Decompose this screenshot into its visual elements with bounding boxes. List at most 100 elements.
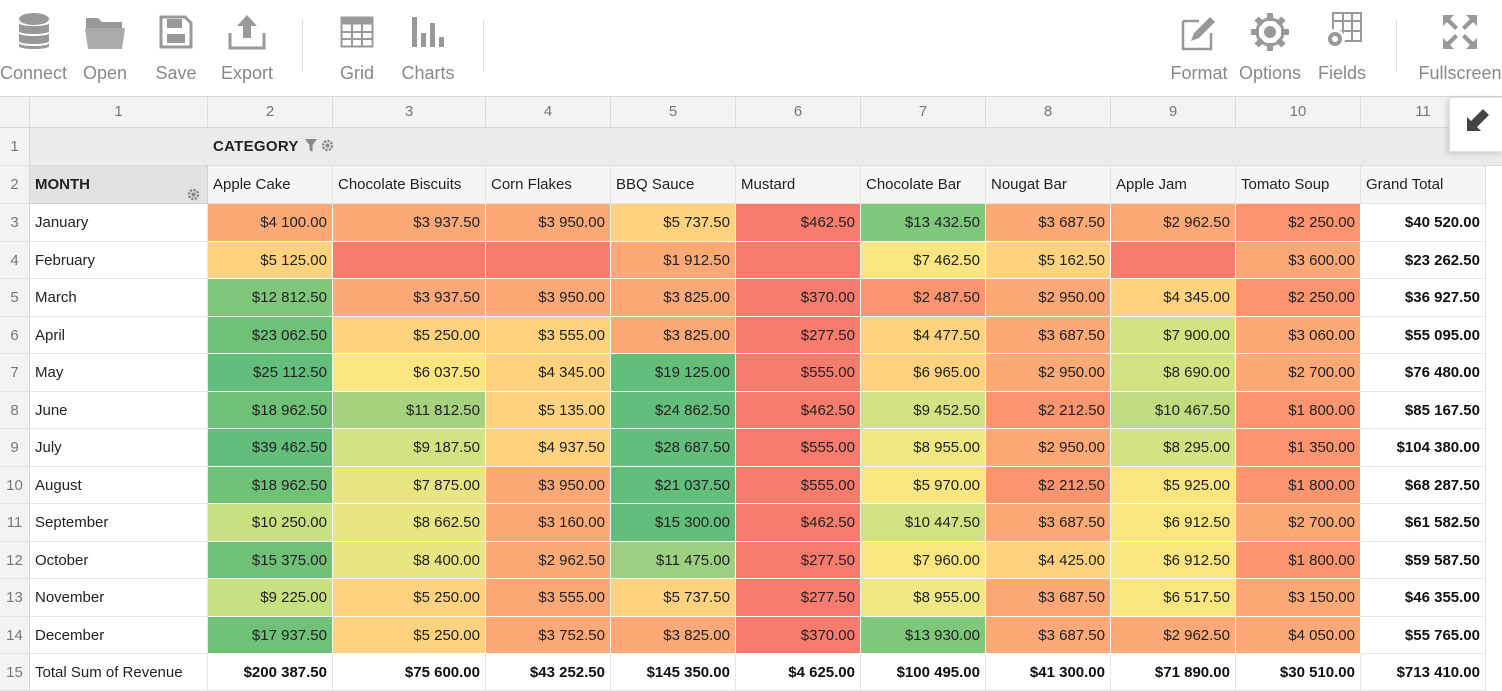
grand-total-cell[interactable]: $104 380.00 xyxy=(1361,429,1486,467)
data-cell[interactable]: $5 162.50 xyxy=(986,242,1111,279)
data-cell[interactable]: $277.50 xyxy=(736,579,861,617)
column-header[interactable]: Nougat Bar xyxy=(986,166,1111,204)
data-cell[interactable]: $3 687.50 xyxy=(986,617,1111,654)
fullscreen-button[interactable]: Fullscreen xyxy=(1418,0,1502,96)
data-cell[interactable]: $3 687.50 xyxy=(986,204,1111,242)
grand-total-cell[interactable]: $59 587.50 xyxy=(1361,542,1486,579)
data-cell[interactable]: $555.00 xyxy=(736,467,861,504)
column-header[interactable]: Tomato Soup xyxy=(1236,166,1361,204)
data-cell[interactable]: $5 737.50 xyxy=(611,579,736,617)
data-cell[interactable] xyxy=(1111,242,1236,279)
data-cell[interactable]: $3 825.00 xyxy=(611,317,736,354)
data-cell[interactable]: $4 425.00 xyxy=(986,542,1111,579)
data-cell[interactable]: $3 937.50 xyxy=(333,204,486,242)
collapse-panel-button[interactable] xyxy=(1449,97,1502,152)
data-cell[interactable]: $2 962.50 xyxy=(1111,204,1236,242)
data-cell[interactable]: $5 135.00 xyxy=(486,392,611,429)
data-cell[interactable]: $2 700.00 xyxy=(1236,354,1361,392)
data-cell[interactable]: $4 345.00 xyxy=(486,354,611,392)
data-cell[interactable]: $2 950.00 xyxy=(986,429,1111,467)
data-cell[interactable]: $4 050.00 xyxy=(1236,617,1361,654)
total-cell[interactable]: $200 387.50 xyxy=(208,654,333,691)
data-cell[interactable]: $2 212.50 xyxy=(986,467,1111,504)
data-cell[interactable]: $6 912.50 xyxy=(1111,542,1236,579)
data-cell[interactable] xyxy=(486,242,611,279)
data-cell[interactable]: $2 962.50 xyxy=(486,542,611,579)
filter-icon[interactable] xyxy=(304,129,317,167)
column-header[interactable]: Corn Flakes xyxy=(486,166,611,204)
data-cell[interactable]: $10 447.50 xyxy=(861,504,986,542)
grand-total-cell[interactable]: $40 520.00 xyxy=(1361,204,1486,242)
data-cell[interactable]: $5 250.00 xyxy=(333,617,486,654)
total-cell[interactable]: $4 625.00 xyxy=(736,654,861,691)
data-cell[interactable]: $6 037.50 xyxy=(333,354,486,392)
data-cell[interactable]: $12 812.50 xyxy=(208,279,333,317)
data-cell[interactable]: $3 752.50 xyxy=(486,617,611,654)
data-cell[interactable]: $39 462.50 xyxy=(208,429,333,467)
data-cell[interactable]: $370.00 xyxy=(736,617,861,654)
data-cell[interactable]: $1 800.00 xyxy=(1236,392,1361,429)
data-cell[interactable]: $462.50 xyxy=(736,204,861,242)
data-cell[interactable]: $4 345.00 xyxy=(1111,279,1236,317)
total-cell[interactable]: $41 300.00 xyxy=(986,654,1111,691)
gear-icon[interactable] xyxy=(321,129,334,167)
data-cell[interactable]: $28 687.50 xyxy=(611,429,736,467)
charts-button[interactable]: Charts xyxy=(398,0,458,96)
data-cell[interactable]: $4 100.00 xyxy=(208,204,333,242)
data-cell[interactable]: $3 150.00 xyxy=(1236,579,1361,617)
data-cell[interactable]: $13 432.50 xyxy=(861,204,986,242)
data-cell[interactable]: $3 825.00 xyxy=(611,279,736,317)
gear-icon[interactable] xyxy=(187,178,200,216)
data-cell[interactable]: $8 400.00 xyxy=(333,542,486,579)
data-cell[interactable]: $9 187.50 xyxy=(333,429,486,467)
data-cell[interactable]: $277.50 xyxy=(736,317,861,354)
data-cell[interactable]: $11 812.50 xyxy=(333,392,486,429)
total-cell[interactable]: $71 890.00 xyxy=(1111,654,1236,691)
data-cell[interactable]: $555.00 xyxy=(736,354,861,392)
data-cell[interactable]: $3 060.00 xyxy=(1236,317,1361,354)
grand-total-cell[interactable]: $61 582.50 xyxy=(1361,504,1486,542)
data-cell[interactable]: $7 900.00 xyxy=(1111,317,1236,354)
connect-button[interactable]: Connect xyxy=(0,0,67,96)
data-cell[interactable]: $5 250.00 xyxy=(333,317,486,354)
data-cell[interactable]: $6 912.50 xyxy=(1111,504,1236,542)
total-cell[interactable]: $713 410.00 xyxy=(1361,654,1486,691)
month-header[interactable]: MONTH xyxy=(30,166,208,204)
open-button[interactable]: Open xyxy=(78,0,132,96)
data-cell[interactable]: $18 962.50 xyxy=(208,467,333,504)
data-cell[interactable]: $5 737.50 xyxy=(611,204,736,242)
total-cell[interactable]: $75 600.00 xyxy=(333,654,486,691)
data-cell[interactable]: $3 600.00 xyxy=(1236,242,1361,279)
data-cell[interactable]: $7 462.50 xyxy=(861,242,986,279)
column-header[interactable]: Chocolate Bar xyxy=(861,166,986,204)
data-cell[interactable]: $10 250.00 xyxy=(208,504,333,542)
export-button[interactable]: Export xyxy=(218,0,276,96)
total-cell[interactable]: $100 495.00 xyxy=(861,654,986,691)
data-cell[interactable]: $21 037.50 xyxy=(611,467,736,504)
data-cell[interactable]: $8 955.00 xyxy=(861,429,986,467)
column-header[interactable]: Apple Jam xyxy=(1111,166,1236,204)
grand-total-cell[interactable]: $85 167.50 xyxy=(1361,392,1486,429)
fields-button[interactable]: Fields xyxy=(1314,0,1370,96)
data-cell[interactable]: $8 662.50 xyxy=(333,504,486,542)
data-cell[interactable]: $2 212.50 xyxy=(986,392,1111,429)
grand-total-cell[interactable]: $46 355.00 xyxy=(1361,579,1486,617)
category-header[interactable]: CATEGORY xyxy=(213,128,334,166)
data-cell[interactable]: $2 962.50 xyxy=(1111,617,1236,654)
data-cell[interactable]: $2 487.50 xyxy=(861,279,986,317)
data-cell[interactable]: $9 225.00 xyxy=(208,579,333,617)
data-cell[interactable]: $2 250.00 xyxy=(1236,204,1361,242)
grand-total-cell[interactable]: $55 095.00 xyxy=(1361,317,1486,354)
data-cell[interactable]: $15 375.00 xyxy=(208,542,333,579)
data-cell[interactable]: $25 112.50 xyxy=(208,354,333,392)
data-cell[interactable]: $7 960.00 xyxy=(861,542,986,579)
data-cell[interactable]: $4 937.50 xyxy=(486,429,611,467)
data-cell[interactable]: $24 862.50 xyxy=(611,392,736,429)
data-cell[interactable]: $3 687.50 xyxy=(986,317,1111,354)
data-cell[interactable]: $6 965.00 xyxy=(861,354,986,392)
data-cell[interactable]: $3 687.50 xyxy=(986,504,1111,542)
data-cell[interactable]: $2 950.00 xyxy=(986,279,1111,317)
grand-total-cell[interactable]: $55 765.00 xyxy=(1361,617,1486,654)
data-cell[interactable]: $19 125.00 xyxy=(611,354,736,392)
data-cell[interactable]: $3 950.00 xyxy=(486,467,611,504)
